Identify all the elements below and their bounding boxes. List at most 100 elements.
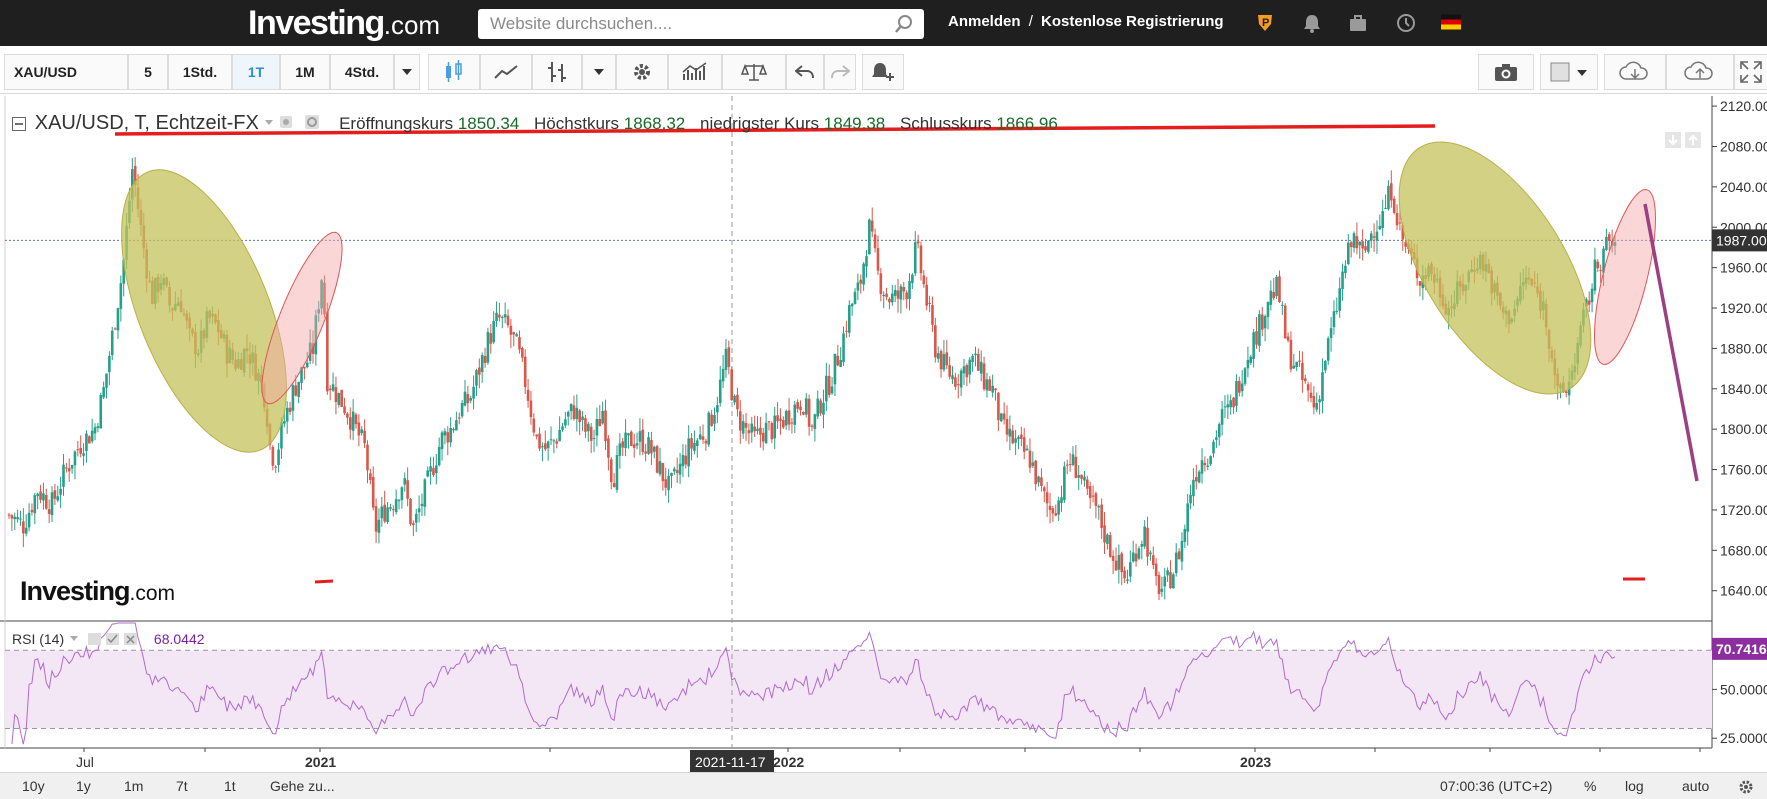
collapse-icon[interactable]	[12, 117, 26, 131]
candle-body	[435, 465, 438, 474]
candle-body	[627, 433, 630, 436]
layout-button[interactable]	[1540, 54, 1598, 90]
candle-body	[1014, 438, 1017, 443]
settings-icon[interactable]	[304, 114, 322, 130]
symbol-field[interactable]: XAU/USD	[4, 54, 128, 90]
chart-type-dropdown[interactable]	[582, 54, 616, 90]
candle-body	[658, 461, 662, 475]
pink-ellipse-left	[261, 231, 343, 405]
candle-body	[380, 506, 384, 519]
time-label: 2021	[305, 754, 336, 770]
interval-5[interactable]: 5	[128, 54, 168, 90]
candle-body	[1077, 475, 1081, 478]
candle-body	[713, 415, 716, 424]
investing-logo[interactable]: Investing.com	[248, 4, 441, 42]
search-input[interactable]	[478, 9, 924, 39]
interval-1d[interactable]: 1T	[232, 54, 280, 90]
candle-body	[1031, 462, 1035, 466]
cloud-save-button[interactable]	[1666, 54, 1734, 90]
arrow-buttons-icon[interactable]	[1665, 132, 1705, 148]
candle-body	[1364, 246, 1367, 251]
undo-button[interactable]	[786, 54, 824, 90]
auto-toggle[interactable]: auto	[1682, 778, 1710, 794]
candle-body	[1332, 311, 1336, 328]
candle-body	[1306, 384, 1310, 391]
price-tick-label: 1640.00	[1720, 583, 1767, 599]
candle-body	[673, 468, 676, 472]
candle-body	[850, 303, 854, 307]
range-10y[interactable]: 10y	[22, 778, 45, 794]
percent-toggle[interactable]: %	[1584, 778, 1597, 794]
candle-body	[1074, 456, 1078, 478]
indicators-button[interactable]	[668, 54, 722, 90]
clock-icon[interactable]	[1395, 12, 1417, 34]
candle-body	[526, 389, 530, 401]
pro-badge-icon[interactable]: P	[1254, 12, 1276, 34]
candle-body	[1303, 378, 1307, 382]
candle-body	[391, 509, 395, 511]
candles-button[interactable]	[428, 54, 480, 90]
candle-body	[1215, 437, 1218, 440]
candle-body	[42, 493, 45, 501]
candle-body	[945, 352, 949, 366]
candle-body	[707, 412, 711, 445]
chart-area[interactable]: 1640.00 1680.00 1720.00 1760.00 1800.00 1840.…	[0, 96, 1767, 772]
gear-icon[interactable]	[1738, 779, 1754, 795]
interval-1m[interactable]: 1M	[280, 54, 330, 90]
german-flag-icon[interactable]	[1441, 14, 1461, 30]
area-chart-button[interactable]	[480, 54, 532, 90]
candle-body	[1048, 505, 1052, 511]
range-1t[interactable]: 1t	[224, 778, 236, 794]
register-link[interactable]: Kostenlose Registrierung	[1041, 13, 1224, 30]
interval-4h[interactable]: 4Std.	[330, 54, 394, 90]
compare-button[interactable]	[722, 54, 786, 90]
candle-body	[1143, 526, 1146, 547]
candle-body	[982, 363, 986, 390]
candle-body	[96, 426, 100, 429]
interval-dropdown[interactable]	[394, 54, 420, 90]
candle-body	[1065, 464, 1069, 466]
log-toggle[interactable]: log	[1625, 778, 1644, 794]
snapshot-button[interactable]	[1478, 54, 1534, 90]
rsi-legend: RSI (14) 68.0442	[12, 631, 205, 647]
login-link[interactable]: Anmelden	[948, 13, 1021, 30]
legend-controls-icon[interactable]	[264, 115, 300, 129]
candle-body	[555, 441, 559, 444]
fullscreen-button[interactable]	[1734, 54, 1767, 90]
bars-button[interactable]	[532, 54, 582, 90]
settings-button[interactable]	[616, 54, 668, 90]
range-1y[interactable]: 1y	[76, 778, 91, 794]
rsi-tick-label: 50.0000	[1720, 681, 1767, 697]
cloud-load-button[interactable]	[1604, 54, 1666, 90]
candle-body	[1232, 397, 1235, 408]
rsi-controls-icon[interactable]	[68, 632, 146, 646]
range-7t[interactable]: 7t	[176, 778, 188, 794]
goto-date[interactable]: Gehe zu...	[270, 778, 335, 794]
briefcase-icon[interactable]	[1347, 12, 1369, 34]
candle-body	[1281, 304, 1284, 306]
search-icon[interactable]	[893, 13, 915, 35]
candle-body	[503, 314, 507, 318]
redo-button[interactable]	[824, 54, 856, 90]
candle-body	[876, 248, 880, 271]
price-chart-svg[interactable]: 1640.00 1680.00 1720.00 1760.00 1800.00 1840.…	[0, 96, 1767, 772]
candle-body	[1266, 302, 1270, 317]
candle-body	[615, 455, 619, 490]
range-1m[interactable]: 1m	[124, 778, 144, 794]
layout-square-icon	[1550, 62, 1587, 82]
bell-icon[interactable]	[1301, 12, 1323, 34]
alert-button[interactable]	[862, 54, 904, 90]
candle-body	[759, 427, 762, 435]
candle-body	[429, 466, 432, 472]
candle-body	[655, 446, 659, 473]
candle-body	[44, 494, 48, 509]
candle-body	[647, 437, 650, 454]
candle-body	[618, 443, 622, 456]
candle-body	[10, 515, 14, 519]
candle-body	[1243, 368, 1247, 384]
candle-body	[47, 509, 51, 514]
candle-body	[36, 493, 39, 497]
candle-body	[704, 440, 708, 444]
candle-body	[486, 331, 490, 363]
interval-1h[interactable]: 1Std.	[168, 54, 232, 90]
